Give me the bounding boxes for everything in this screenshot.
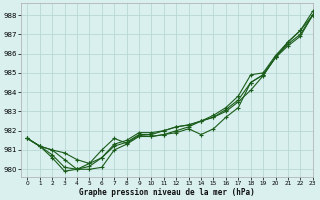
X-axis label: Graphe pression niveau de la mer (hPa): Graphe pression niveau de la mer (hPa) — [79, 188, 255, 197]
